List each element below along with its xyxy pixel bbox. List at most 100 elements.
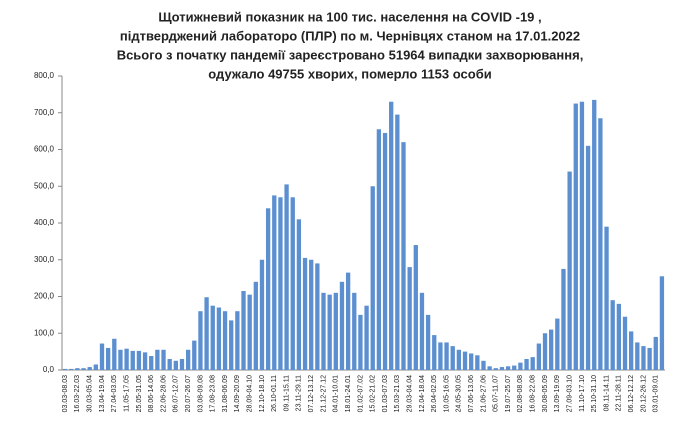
bar: [155, 349, 160, 370]
bar: [161, 349, 166, 370]
x-tick-label: 17.08-23.08: [210, 375, 217, 412]
x-tick-label: 14.09-20.09: [234, 375, 241, 412]
bar: [358, 314, 363, 370]
bar: [604, 226, 609, 370]
bar: [413, 245, 418, 370]
x-tick-label: 27.04-03.05: [111, 375, 118, 412]
x-tick-label: 21.06-27.06: [480, 375, 487, 412]
bar: [407, 267, 412, 370]
x-tick-label: 01.03-07.03: [382, 375, 389, 412]
x-tick-label: 06.12-12.12: [628, 375, 635, 412]
bar: [222, 311, 228, 370]
x-tick-label: 05.07-11.07: [493, 375, 500, 412]
x-tick-label: 25.10-31.10: [591, 375, 598, 412]
x-tick-label: 06.07-12.07: [173, 375, 180, 412]
bar: [579, 101, 585, 370]
bar: [352, 292, 357, 370]
bar: [93, 364, 98, 370]
x-tick-label: 20.07-26.07: [185, 375, 192, 412]
bar: [198, 311, 203, 370]
bar: [567, 171, 572, 370]
x-tick-label: 13.09-19.09: [554, 375, 561, 412]
bar: [339, 281, 345, 370]
bar: [370, 186, 375, 370]
bar: [622, 316, 628, 370]
bar: [136, 350, 142, 370]
bar: [247, 294, 252, 370]
chart-title: підтверджений лабораторо (ПЛР) по м. Чер…: [120, 28, 580, 43]
bar: [272, 195, 277, 370]
x-tick-label: 21.12-27.12: [320, 375, 327, 412]
bar: [530, 357, 535, 370]
chart-title: Щотижневий показник на 100 тис. населенн…: [158, 9, 541, 24]
bar: [118, 349, 123, 370]
x-tick-label: 26.04-02.05: [431, 375, 438, 412]
bar: [149, 356, 154, 370]
bar: [419, 292, 425, 370]
y-tick-label: 300,0: [34, 255, 55, 264]
x-tick-label: 08.11-14.11: [603, 375, 610, 411]
x-tick-label: 15.03-21.03: [394, 375, 401, 412]
bar: [259, 259, 265, 370]
bar: [555, 318, 560, 370]
bar: [518, 362, 523, 370]
x-tick-label: 23.11-29.11: [296, 375, 303, 411]
x-tick-label: 29.03-04.04: [406, 375, 413, 412]
bar: [130, 350, 135, 370]
bar: [395, 114, 400, 371]
y-tick-label: 100,0: [34, 328, 55, 337]
bar: [87, 367, 92, 370]
bar: [536, 343, 542, 370]
y-tick-label: 800,0: [34, 71, 55, 80]
bar: [585, 145, 591, 370]
bar: [653, 336, 658, 370]
bar: [389, 101, 394, 370]
bar: [179, 358, 185, 370]
bar: [309, 259, 314, 370]
bar: [561, 268, 566, 370]
x-tick-label: 03.01-09.01: [653, 375, 660, 412]
bar: [99, 343, 105, 370]
bar: [376, 129, 382, 370]
bar: [321, 292, 326, 370]
x-tick-label: 07.06-13.06: [468, 375, 475, 412]
bar: [456, 349, 462, 370]
x-tick-label: 30.03-05.04: [87, 375, 94, 412]
bar: [450, 346, 455, 370]
bar: [333, 292, 338, 370]
bar: [278, 197, 283, 370]
x-tick-label: 03.03-08.03: [62, 375, 69, 412]
x-tick-label: 16.08-22.08: [530, 375, 537, 412]
y-tick-label: 500,0: [34, 181, 55, 190]
x-tick-label: 26.10-01.11: [271, 375, 278, 412]
bar: [235, 311, 240, 370]
bar: [173, 360, 178, 370]
bar: [629, 331, 634, 370]
bar: [635, 342, 640, 370]
y-tick-label: 600,0: [34, 145, 55, 154]
x-tick-label: 27.09-03.10: [566, 375, 573, 412]
bar: [253, 281, 258, 370]
bar: [364, 305, 369, 370]
bar: [610, 300, 615, 370]
chart-title: одужало 49755 хворих, померло 1153 особи: [208, 66, 491, 81]
bar: [216, 307, 222, 370]
x-tick-label: 28.09-04.10: [247, 375, 254, 412]
bar: [81, 368, 86, 370]
bar: [192, 340, 197, 370]
bar: [241, 290, 246, 370]
y-tick-label: 0,0: [43, 365, 55, 374]
bar: [573, 103, 578, 370]
bar: [481, 360, 486, 370]
bar: [167, 358, 172, 370]
x-tick-label: 08.06-14.06: [148, 375, 155, 412]
bar: [616, 303, 622, 370]
x-tick-label: 04.01-10.01: [333, 375, 340, 412]
bar: [524, 358, 529, 370]
bar: [75, 368, 80, 370]
bar: [505, 366, 511, 370]
bar: [315, 263, 320, 370]
x-tick-label: 09.11-15.11: [283, 375, 290, 411]
x-tick-label: 16.03-22.03: [74, 375, 81, 412]
